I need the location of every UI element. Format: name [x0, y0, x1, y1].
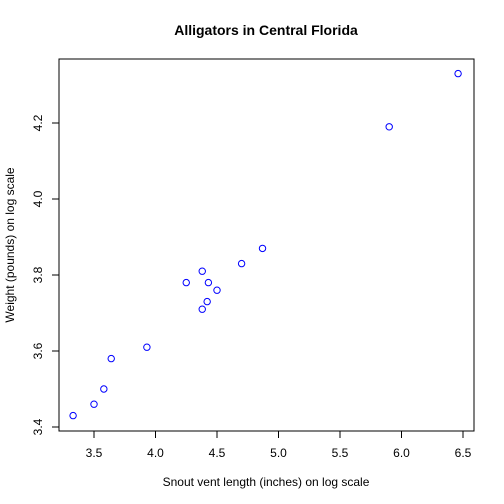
data-point	[204, 278, 213, 287]
data-point	[100, 385, 108, 393]
y-axis-label: Weight (pounds) on log scale	[3, 167, 17, 323]
data-point	[385, 123, 393, 131]
x-tick-label: 6.0	[393, 446, 410, 460]
data-point	[454, 69, 462, 78]
data-point	[143, 343, 151, 351]
data-points	[69, 69, 462, 420]
x-tick-label: 5.0	[270, 446, 287, 460]
data-point	[213, 286, 221, 294]
data-point	[182, 278, 190, 287]
x-tick-label: 4.0	[147, 446, 164, 460]
x-tick-label: 3.5	[86, 446, 103, 460]
data-point	[198, 305, 206, 313]
x-tick-label: 5.5	[332, 446, 349, 460]
x-tick-label: 6.5	[455, 446, 472, 460]
x-axis-label: Snout vent length (inches) on log scale	[163, 475, 370, 489]
data-point	[90, 400, 98, 408]
data-point	[69, 411, 77, 420]
data-point	[107, 354, 115, 363]
data-point	[198, 267, 206, 275]
x-axis: 3.5 4.0 4.5 5.0 5.5 6.0 6.5	[86, 430, 472, 460]
y-tick-label: 4.2	[31, 114, 45, 131]
y-axis: 3.4 3.6 3.8 4.0 4.2	[31, 114, 60, 435]
y-tick-label: 3.4	[31, 418, 45, 435]
data-point	[258, 244, 267, 253]
chart-title: Alligators in Central Florida	[174, 22, 358, 38]
y-tick-label: 4.0	[31, 190, 45, 207]
data-point	[237, 259, 246, 268]
y-tick-label: 3.6	[31, 342, 45, 359]
data-point	[203, 297, 211, 306]
y-tick-label: 3.8	[31, 266, 45, 283]
x-tick-label: 4.5	[209, 446, 226, 460]
